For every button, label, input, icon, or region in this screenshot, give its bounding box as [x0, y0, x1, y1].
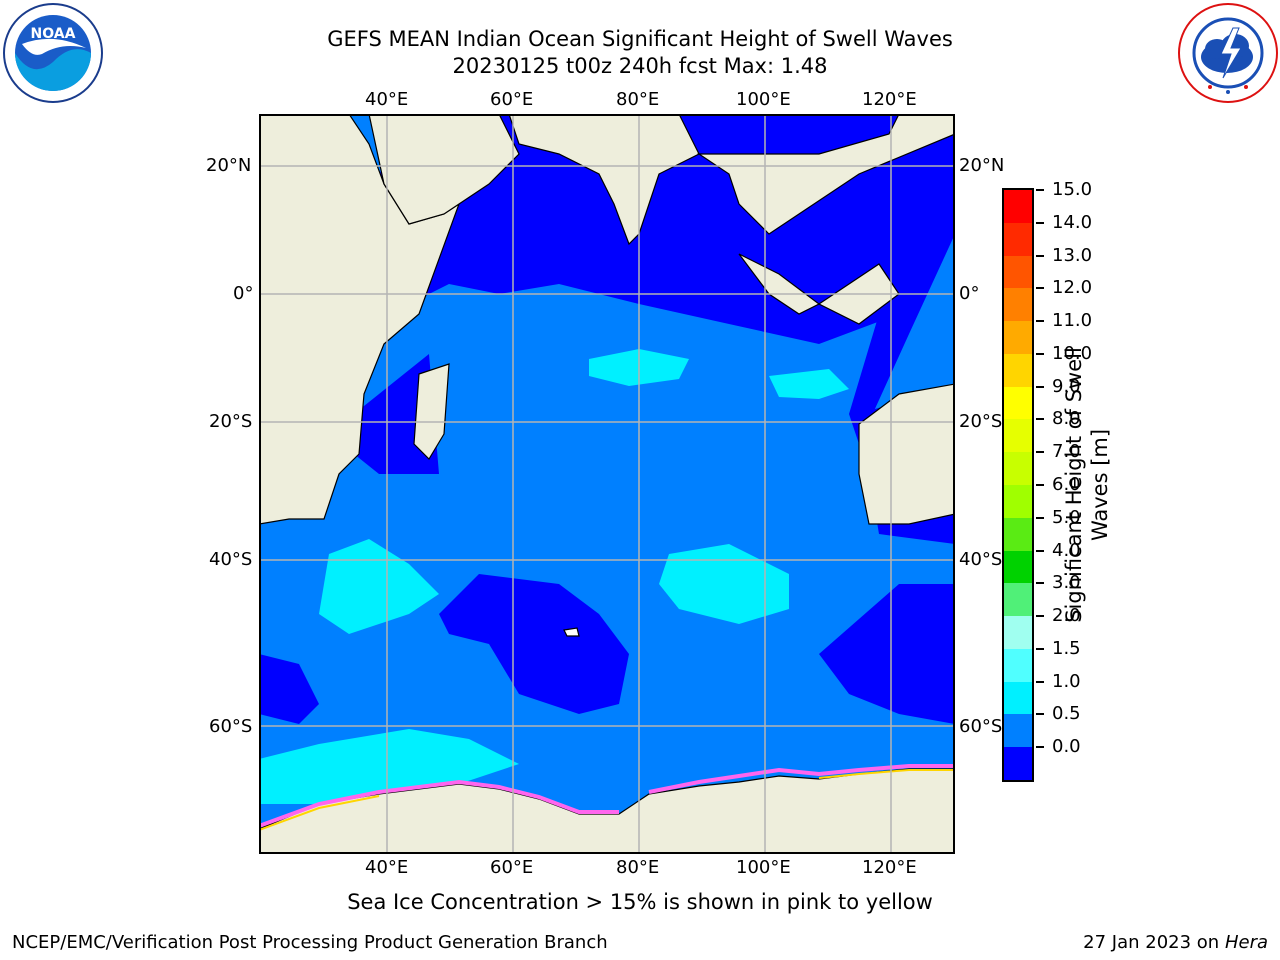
map-panel: [259, 114, 955, 854]
colorbar-tick-label: 1.0: [1052, 670, 1081, 692]
colorbar-tick-mark: [1036, 352, 1044, 355]
lon-label-top-80e: 80°E: [616, 89, 660, 110]
colorbar-segment: [1004, 321, 1032, 355]
lat-label-right-40s: 40°S: [959, 549, 1003, 570]
colorbar-segment: [1004, 452, 1032, 486]
colorbar-segment: [1004, 485, 1032, 519]
colorbar-tick-mark: [1036, 287, 1044, 290]
colorbar-tick-label: 8.0: [1052, 408, 1081, 430]
footer-date: 27 Jan 2023 on: [1083, 932, 1225, 953]
colorbar-segment: [1004, 616, 1032, 650]
colorbar-segment: [1004, 583, 1032, 617]
colorbar-label-line2: Waves [m]: [1088, 428, 1112, 542]
noaa-logo-text: NOAA: [31, 26, 76, 42]
lat-label-left-0: 0°: [233, 283, 254, 304]
lon-label-bottom-40e: 40°E: [365, 857, 409, 878]
sea-ice-band: [260, 764, 954, 831]
colorbar-tick-mark: [1036, 549, 1044, 552]
colorbar-segment: [1004, 353, 1032, 388]
colorbar-tick-label: 6.0: [1052, 474, 1081, 495]
colorbar-tick-label: 0.5: [1052, 703, 1081, 725]
sea-ice-note: Sea Ice Concentration > 15% is shown in …: [347, 890, 933, 914]
noaa-logo: NOAA: [2, 2, 104, 104]
footer-left: NCEP/EMC/Verification Post Processing Pr…: [12, 932, 608, 953]
colorbar-tick-label: 12.0: [1052, 277, 1093, 299]
lon-label-top-120e: 120°E: [862, 89, 917, 110]
colorbar-tick-mark: [1036, 746, 1044, 749]
colorbar-tick-mark: [1036, 615, 1044, 618]
colorbar-tick-label: 3.0: [1052, 572, 1081, 594]
colorbar-tick-label: 11.0: [1052, 310, 1093, 332]
colorbar-segment: [1004, 517, 1032, 552]
colorbar-tick-mark: [1036, 418, 1044, 421]
lat-label-left-60s: 60°S: [209, 716, 253, 737]
map-canvas: [259, 114, 955, 854]
nws-logo: [1177, 2, 1279, 104]
lat-label-right-20n: 20°N: [959, 155, 1005, 176]
lon-label-bottom-120e: 120°E: [862, 857, 917, 878]
lon-label-top-40e: 40°E: [365, 89, 409, 110]
colorbar-tick-mark: [1036, 451, 1044, 454]
graticule: [260, 115, 954, 853]
colorbar-tick-label: 14.0: [1052, 211, 1093, 233]
colorbar-segment: [1004, 222, 1032, 257]
colorbar-tick-mark: [1036, 647, 1044, 650]
colorbar-tick-label: 1.5: [1052, 637, 1081, 659]
lat-label-left-20n: 20°N: [206, 155, 252, 176]
colorbar-segment: [1004, 419, 1032, 453]
map-title: GEFS MEAN Indian Ocean Significant Heigh…: [327, 27, 953, 51]
colorbar-tick-label: 7.0: [1052, 441, 1081, 463]
colorbar-tick-mark: [1036, 484, 1044, 486]
colorbar-tick-label: 2.0: [1052, 605, 1081, 627]
colorbar-tick-label: 4.0: [1052, 539, 1081, 561]
lon-label-top-60e: 60°E: [490, 89, 534, 110]
lat-label-left-40s: 40°S: [209, 549, 253, 570]
colorbar-tick-label: 5.0: [1052, 506, 1081, 528]
colorbar-tick-mark: [1036, 254, 1044, 257]
colorbar-segment: [1004, 714, 1032, 748]
colorbar-segment: [1004, 550, 1032, 584]
lat-label-right-20s: 20°S: [959, 411, 1003, 432]
colorbar-tick-label: 15.0: [1052, 179, 1093, 200]
colorbar-tick-label: 9.0: [1052, 375, 1081, 397]
lon-label-bottom-80e: 80°E: [616, 857, 660, 878]
lat-label-right-60s: 60°S: [959, 716, 1003, 737]
colorbar-segment: [1004, 648, 1032, 683]
colorbar-segment: [1004, 190, 1032, 224]
moderate-swell-regions: [260, 349, 849, 804]
lon-label-top-100e: 100°E: [736, 89, 791, 110]
colorbar-tick-mark: [1036, 680, 1044, 683]
colorbar-tick-label: 0.0: [1052, 736, 1081, 758]
map-frame: [259, 114, 955, 854]
colorbar-segment: [1004, 255, 1032, 289]
colorbar-label-line1: Significant Height of Swell: [1062, 347, 1086, 623]
colorbar-tick-mark: [1036, 320, 1044, 323]
colorbar-tick-mark: [1036, 221, 1044, 224]
lat-label-left-20s: 20°S: [209, 411, 253, 432]
colorbar-segment: [1004, 288, 1032, 322]
colorbar-tick-mark: [1036, 516, 1044, 519]
colorbar-segment: [1004, 747, 1032, 781]
lon-label-bottom-60e: 60°E: [490, 857, 534, 878]
footer-right: 27 Jan 2023 on Hera: [1083, 932, 1268, 953]
lon-label-bottom-100e: 100°E: [736, 857, 791, 878]
colorbar-tick-label: 13.0: [1052, 244, 1093, 266]
footer-host: Hera: [1224, 932, 1268, 953]
colorbar-segment: [1004, 386, 1032, 420]
colorbar-tick-label: 10.0: [1052, 342, 1093, 364]
lat-label-right-0: 0°: [959, 283, 980, 304]
colorbar-tick-mark: [1036, 189, 1044, 191]
colorbar-segment: [1004, 681, 1032, 715]
colorbar-tick-mark: [1036, 385, 1044, 388]
colorbar-tick-mark: [1036, 713, 1044, 716]
map-subtitle: 20230125 t00z 240h fcst Max: 1.48: [452, 54, 828, 78]
colorbar-tick-mark: [1036, 582, 1044, 585]
colorbar: [1002, 188, 1034, 782]
